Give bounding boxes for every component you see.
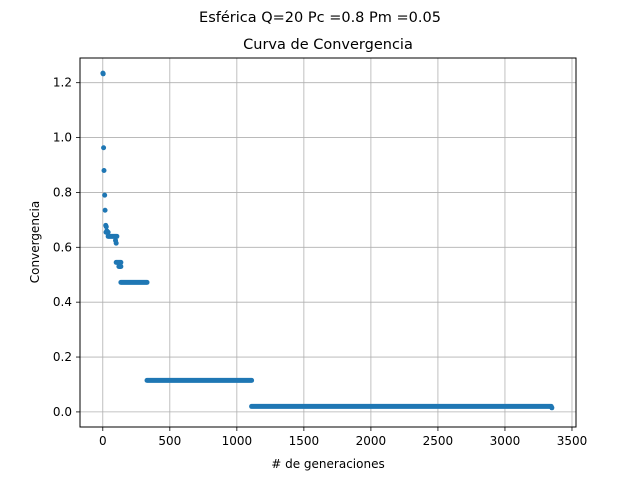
- figure-suptitle: Esférica Q=20 Pc =0.8 Pm =0.05: [199, 10, 441, 26]
- x-tick-label: 0: [99, 434, 107, 448]
- data-point: [101, 167, 107, 173]
- data-point: [549, 405, 555, 411]
- data-points: [100, 70, 555, 411]
- y-tick-label: 1.0: [53, 131, 72, 145]
- x-tick-label: 2500: [423, 434, 454, 448]
- y-axis-label: Convergencia: [28, 201, 42, 283]
- x-axis-label: # de generaciones: [271, 457, 384, 471]
- x-axis-ticks: 0 500 1000 1500 2000 2500 3000 3500: [99, 427, 587, 448]
- y-tick-label: 0.0: [53, 405, 72, 419]
- y-tick-label: 0.6: [53, 240, 72, 254]
- x-tick-label: 3500: [557, 434, 588, 448]
- y-tick-label: 0.4: [53, 295, 72, 309]
- y-tick-label: 1.2: [53, 76, 72, 90]
- y-tick-label: 0.8: [53, 185, 72, 199]
- x-tick-label: 1000: [222, 434, 253, 448]
- grid-lines: [80, 58, 576, 427]
- plot-frame: [79, 57, 577, 428]
- data-point: [101, 145, 107, 151]
- data-point: [102, 192, 108, 198]
- data-point: [100, 71, 106, 77]
- y-tick-label: 0.2: [53, 350, 72, 364]
- data-point: [102, 207, 108, 213]
- y-axis-ticks: 0.0 0.2 0.4 0.6 0.8 1.0 1.2: [53, 76, 80, 419]
- chart-title: Curva de Convergencia: [243, 37, 413, 53]
- data-point: [103, 224, 109, 230]
- x-tick-label: 1500: [289, 434, 320, 448]
- x-tick-label: 2000: [356, 434, 387, 448]
- x-tick-label: 500: [158, 434, 181, 448]
- x-tick-label: 3000: [490, 434, 521, 448]
- data-point: [113, 240, 119, 246]
- data-point: [105, 229, 111, 235]
